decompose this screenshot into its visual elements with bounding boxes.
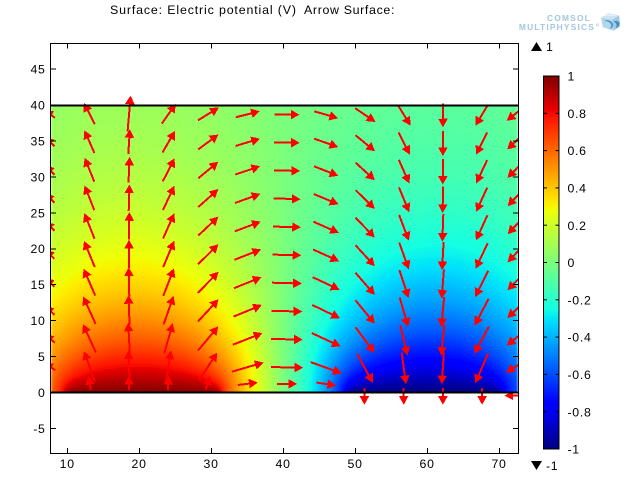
svg-text:70: 70 (491, 457, 506, 471)
svg-text:40: 40 (31, 99, 46, 113)
svg-text:Surface: Electric potential (V: Surface: Electric potential (V) (110, 3, 297, 17)
svg-text:5: 5 (38, 350, 46, 364)
svg-text:COMSOL: COMSOL (547, 13, 591, 23)
svg-text:0: 0 (568, 256, 576, 270)
svg-text:0.2: 0.2 (568, 219, 587, 233)
svg-text:-0.2: -0.2 (568, 293, 592, 307)
svg-text:40: 40 (276, 457, 291, 471)
svg-text:15: 15 (31, 278, 46, 292)
svg-text:10: 10 (31, 314, 46, 328)
svg-text:0.8: 0.8 (568, 107, 587, 121)
svg-text:-1: -1 (546, 459, 558, 473)
svg-text:1: 1 (546, 40, 554, 54)
svg-text:20: 20 (132, 457, 147, 471)
svg-text:-0.4: -0.4 (568, 331, 592, 345)
svg-text:-0.8: -0.8 (568, 405, 592, 419)
svg-text:50: 50 (348, 457, 363, 471)
svg-text:30: 30 (204, 457, 219, 471)
svg-text:20: 20 (31, 242, 46, 256)
svg-text:30: 30 (31, 170, 46, 184)
svg-text:-1: -1 (568, 443, 580, 457)
svg-text:-0.6: -0.6 (568, 368, 592, 382)
svg-text:MULTIPHYSICS: MULTIPHYSICS (519, 22, 595, 32)
svg-text:60: 60 (420, 457, 435, 471)
svg-text:1: 1 (568, 70, 576, 84)
svg-text:Arrow Surface:: Arrow Surface: (304, 3, 395, 17)
svg-text:35: 35 (31, 134, 46, 148)
svg-text:0.4: 0.4 (568, 182, 587, 196)
svg-text:10: 10 (60, 457, 75, 471)
svg-text:0.6: 0.6 (568, 144, 587, 158)
svg-text:-5: -5 (33, 422, 45, 436)
svg-text:25: 25 (31, 206, 46, 220)
svg-text:0: 0 (38, 386, 46, 400)
svg-text:45: 45 (31, 63, 46, 77)
